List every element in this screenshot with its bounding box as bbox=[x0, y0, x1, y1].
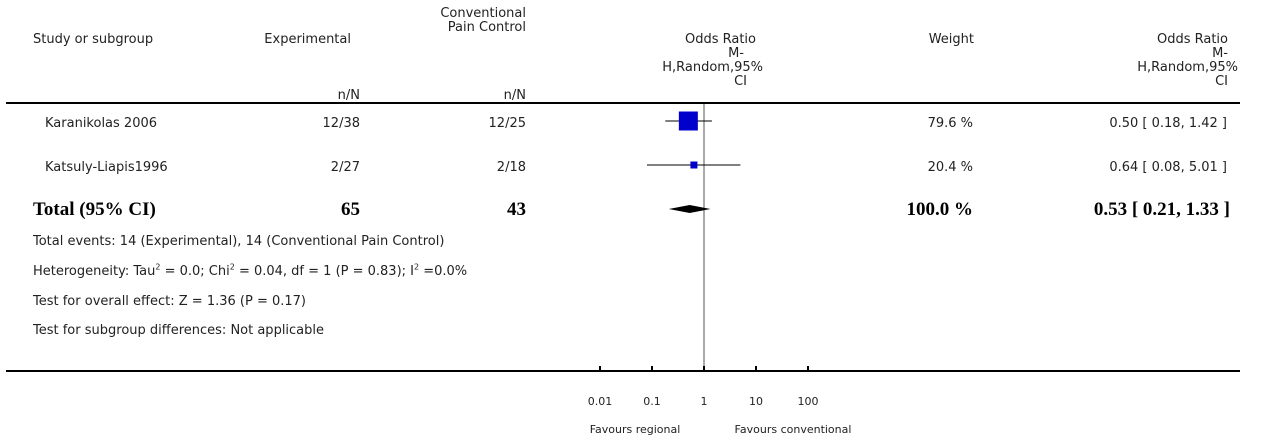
axis-tick-label: 0.01 bbox=[588, 395, 613, 408]
axis-tick-label: 0.1 bbox=[643, 395, 661, 408]
header-or-text-line3: H,Random,95% bbox=[1137, 60, 1238, 75]
note-heterogeneity: Heterogeneity: Tau2 = 0.0; Chi2 = 0.04, … bbox=[33, 262, 468, 279]
note-total-events: Total events: 14 (Experimental), 14 (Con… bbox=[33, 234, 445, 249]
het-part-b: = 0.0; Chi bbox=[160, 264, 230, 279]
header-or-plot-line1: Odds Ratio bbox=[684, 32, 756, 47]
het-sup-1: 2 bbox=[155, 262, 161, 272]
header-conventional-line2: Pain Control bbox=[447, 20, 526, 35]
note-subgroup: Test for subgroup differences: Not appli… bbox=[33, 323, 325, 338]
header-or-plot-line2: M- bbox=[728, 46, 744, 61]
header-or-plot-line4: CI bbox=[734, 74, 747, 89]
header-experimental: Experimental bbox=[264, 32, 351, 47]
row-or: 0.64 [ 0.08, 5.01 ] bbox=[1109, 160, 1227, 175]
study-marker bbox=[690, 161, 698, 169]
het-part-d: =0.0% bbox=[419, 264, 468, 279]
axis-tick-label: 100 bbox=[798, 395, 819, 408]
study-marker bbox=[678, 111, 698, 131]
total-weight: 100.0 % bbox=[906, 199, 974, 220]
row-study: Karanikolas 2006 bbox=[45, 116, 158, 131]
axis-favours-left: Favours regional bbox=[589, 423, 681, 436]
row-weight: 79.6 % bbox=[927, 116, 973, 131]
het-sup-3: 2 bbox=[414, 262, 420, 272]
axis-favours-right: Favours conventional bbox=[734, 423, 852, 436]
summary-diamond bbox=[668, 205, 711, 213]
header-study: Study or subgroup bbox=[33, 32, 154, 47]
header-weight: Weight bbox=[928, 32, 974, 47]
header-conv-nN: n/N bbox=[503, 88, 526, 103]
header-or-text-line2: M- bbox=[1212, 46, 1228, 61]
header-or-text-line4: CI bbox=[1215, 74, 1228, 89]
header-rule bbox=[6, 102, 1240, 104]
row-conv: 12/25 bbox=[488, 116, 526, 131]
het-part-c: = 0.04, df = 1 (P = 0.83); I bbox=[234, 264, 415, 279]
row-study: Katsuly-Liapis1996 bbox=[45, 160, 168, 175]
bottom-rule bbox=[6, 370, 1240, 372]
header-or-plot-line3: H,Random,95% bbox=[662, 60, 763, 75]
row-conv: 2/18 bbox=[496, 160, 526, 175]
het-sup-2: 2 bbox=[229, 262, 235, 272]
row-weight: 20.4 % bbox=[927, 160, 973, 175]
header-conventional-line1: Conventional bbox=[440, 6, 526, 21]
header-exp-nN: n/N bbox=[337, 88, 360, 103]
row-exp: 12/38 bbox=[322, 116, 360, 131]
note-overall-effect: Test for overall effect: Z = 1.36 (P = 0… bbox=[33, 294, 306, 309]
axis-tick-label: 10 bbox=[749, 395, 763, 408]
row-or: 0.50 [ 0.18, 1.42 ] bbox=[1109, 116, 1227, 131]
header-or-text-line1: Odds Ratio bbox=[1156, 32, 1228, 47]
total-exp: 65 bbox=[341, 199, 360, 220]
axis-tick-label: 1 bbox=[701, 395, 708, 408]
total-or: 0.53 [ 0.21, 1.33 ] bbox=[1093, 199, 1230, 220]
total-conv: 43 bbox=[507, 199, 526, 220]
row-exp: 2/27 bbox=[330, 160, 360, 175]
het-part-a: Heterogeneity: Tau bbox=[33, 264, 156, 279]
total-label: Total (95% CI) bbox=[33, 199, 156, 220]
